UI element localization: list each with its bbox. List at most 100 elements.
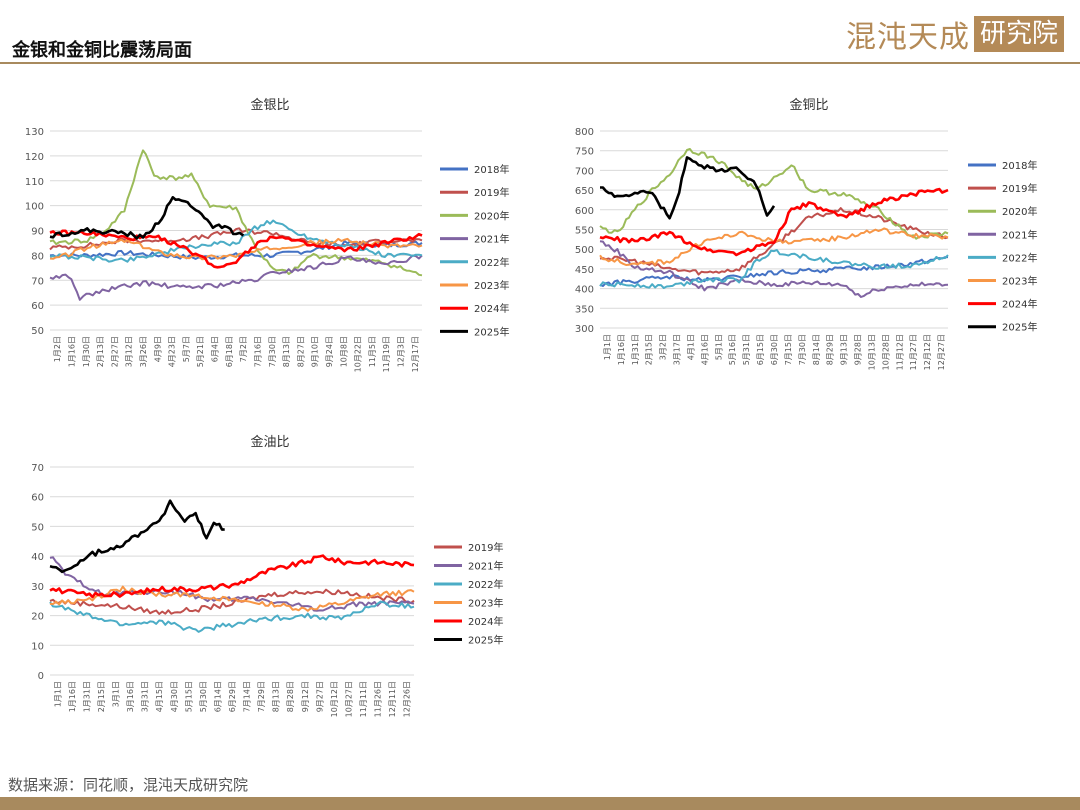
x-tick-label: 6月14日 xyxy=(213,681,222,712)
x-tick-label: 5月16日 xyxy=(728,334,737,365)
y-tick-label: 300 xyxy=(575,324,594,335)
x-tick-label: 8月27日 xyxy=(296,336,305,367)
x-tick-label: 5月7日 xyxy=(182,336,191,362)
x-tick-label: 2月13日 xyxy=(96,336,105,367)
x-tick-label: 10月22日 xyxy=(354,336,363,372)
y-tick-label: 750 xyxy=(575,147,594,158)
x-tick-label: 3月17日 xyxy=(673,334,682,365)
y-tick-label: 650 xyxy=(575,186,594,197)
legend-label: 2020年 xyxy=(1002,205,1037,218)
y-tick-label: 500 xyxy=(575,245,594,256)
x-tick-label: 1月16日 xyxy=(67,336,76,367)
x-tick-label: 7月15日 xyxy=(784,334,793,365)
x-tick-label: 8月29日 xyxy=(826,334,835,365)
y-tick-label: 30 xyxy=(31,582,44,593)
legend-label: 2021年 xyxy=(474,233,509,246)
y-tick-label: 90 xyxy=(31,227,44,238)
x-tick-label: 7月2日 xyxy=(239,336,248,362)
x-tick-label: 6月29日 xyxy=(228,681,237,712)
x-tick-label: 12月27日 xyxy=(937,334,946,370)
x-tick-label: 4月15日 xyxy=(155,681,164,712)
logo-main-text: 混沌天成 xyxy=(846,20,970,55)
x-tick-label: 9月13日 xyxy=(840,334,849,365)
y-tick-label: 400 xyxy=(575,285,594,296)
x-tick-label: 4月30日 xyxy=(170,681,179,712)
x-tick-label: 4月16日 xyxy=(700,334,709,365)
legend-label: 2019年 xyxy=(474,186,509,199)
legend-label: 2022年 xyxy=(1002,251,1037,264)
legend-label: 2024年 xyxy=(468,615,503,628)
y-tick-label: 60 xyxy=(31,493,44,504)
series-line-2025年 xyxy=(49,196,245,240)
legend-label: 2024年 xyxy=(474,302,509,315)
x-tick-label: 3月26日 xyxy=(139,336,148,367)
x-tick-label: 10月27日 xyxy=(344,681,353,717)
series-line-2020年 xyxy=(49,149,423,277)
x-tick-label: 9月27日 xyxy=(315,681,324,712)
x-tick-label: 7月29日 xyxy=(257,681,266,712)
x-tick-label: 1月31日 xyxy=(82,681,91,712)
x-tick-label: 7月16日 xyxy=(253,336,262,367)
x-tick-label: 4月1日 xyxy=(686,334,695,360)
chart-title-gold-copper: 金铜比 xyxy=(789,98,829,113)
x-tick-label: 8月14日 xyxy=(812,334,821,365)
y-tick-label: 600 xyxy=(575,206,594,217)
x-tick-label: 3月16日 xyxy=(126,681,135,712)
series-line-2021年 xyxy=(49,254,423,301)
footer-bar xyxy=(0,797,1080,810)
legend-label: 2021年 xyxy=(1002,228,1037,241)
y-tick-label: 0 xyxy=(38,671,44,682)
x-tick-label: 12月11日 xyxy=(388,681,397,717)
x-tick-label: 11月19日 xyxy=(382,336,391,372)
series-line-2022年 xyxy=(599,249,949,289)
x-tick-label: 1月16日 xyxy=(617,334,626,365)
x-tick-label: 2月15日 xyxy=(645,334,654,365)
x-tick-label: 5月1日 xyxy=(714,334,723,360)
legend-label: 2018年 xyxy=(1002,159,1037,172)
x-tick-label: 12月12日 xyxy=(923,334,932,370)
x-tick-label: 1月31日 xyxy=(631,334,640,365)
y-tick-label: 130 xyxy=(25,127,44,138)
header-divider xyxy=(0,62,1080,64)
page-title: 金银和金铜比震荡局面 xyxy=(12,40,192,61)
y-tick-label: 700 xyxy=(575,166,594,177)
legend-label: 2023年 xyxy=(1002,275,1037,288)
x-tick-label: 9月28日 xyxy=(854,334,863,365)
chart-title-gold-silver: 金银比 xyxy=(250,98,290,113)
x-tick-label: 12月17日 xyxy=(411,336,420,372)
legend-label: 2019年 xyxy=(468,541,503,554)
y-tick-label: 550 xyxy=(575,226,594,237)
x-tick-label: 2月27日 xyxy=(110,336,119,367)
x-tick-label: 11月11日 xyxy=(359,681,368,717)
y-tick-label: 350 xyxy=(575,304,594,315)
legend-label: 2020年 xyxy=(474,209,509,222)
x-tick-label: 1月30日 xyxy=(82,336,91,367)
x-tick-label: 3月1日 xyxy=(112,681,121,707)
legend-label: 2023年 xyxy=(474,279,509,292)
x-tick-label: 2月15日 xyxy=(97,681,106,712)
legend-label: 2025年 xyxy=(468,634,503,647)
x-tick-label: 12月26日 xyxy=(403,681,412,717)
chart-title-gold-oil: 金油比 xyxy=(250,435,290,450)
x-tick-label: 3月31日 xyxy=(141,681,150,712)
x-tick-label: 1月16日 xyxy=(68,681,77,712)
x-tick-label: 9月12日 xyxy=(301,681,310,712)
x-tick-label: 5月30日 xyxy=(199,681,208,712)
x-tick-label: 6月15日 xyxy=(756,334,765,365)
x-tick-label: 11月26日 xyxy=(374,681,383,717)
x-tick-label: 5月31日 xyxy=(742,334,751,365)
x-tick-label: 1月2日 xyxy=(53,336,62,362)
series-line-2025年 xyxy=(49,499,225,574)
legend-label: 2018年 xyxy=(474,163,509,176)
series-line-2024年 xyxy=(49,554,415,599)
legend-label: 2022年 xyxy=(474,256,509,269)
series-line-2022年 xyxy=(49,600,415,633)
y-tick-label: 50 xyxy=(31,326,44,337)
x-tick-label: 10月28日 xyxy=(881,334,890,370)
x-tick-label: 10月8日 xyxy=(339,336,348,367)
x-tick-label: 11月12日 xyxy=(895,334,904,370)
y-tick-label: 80 xyxy=(31,251,44,262)
